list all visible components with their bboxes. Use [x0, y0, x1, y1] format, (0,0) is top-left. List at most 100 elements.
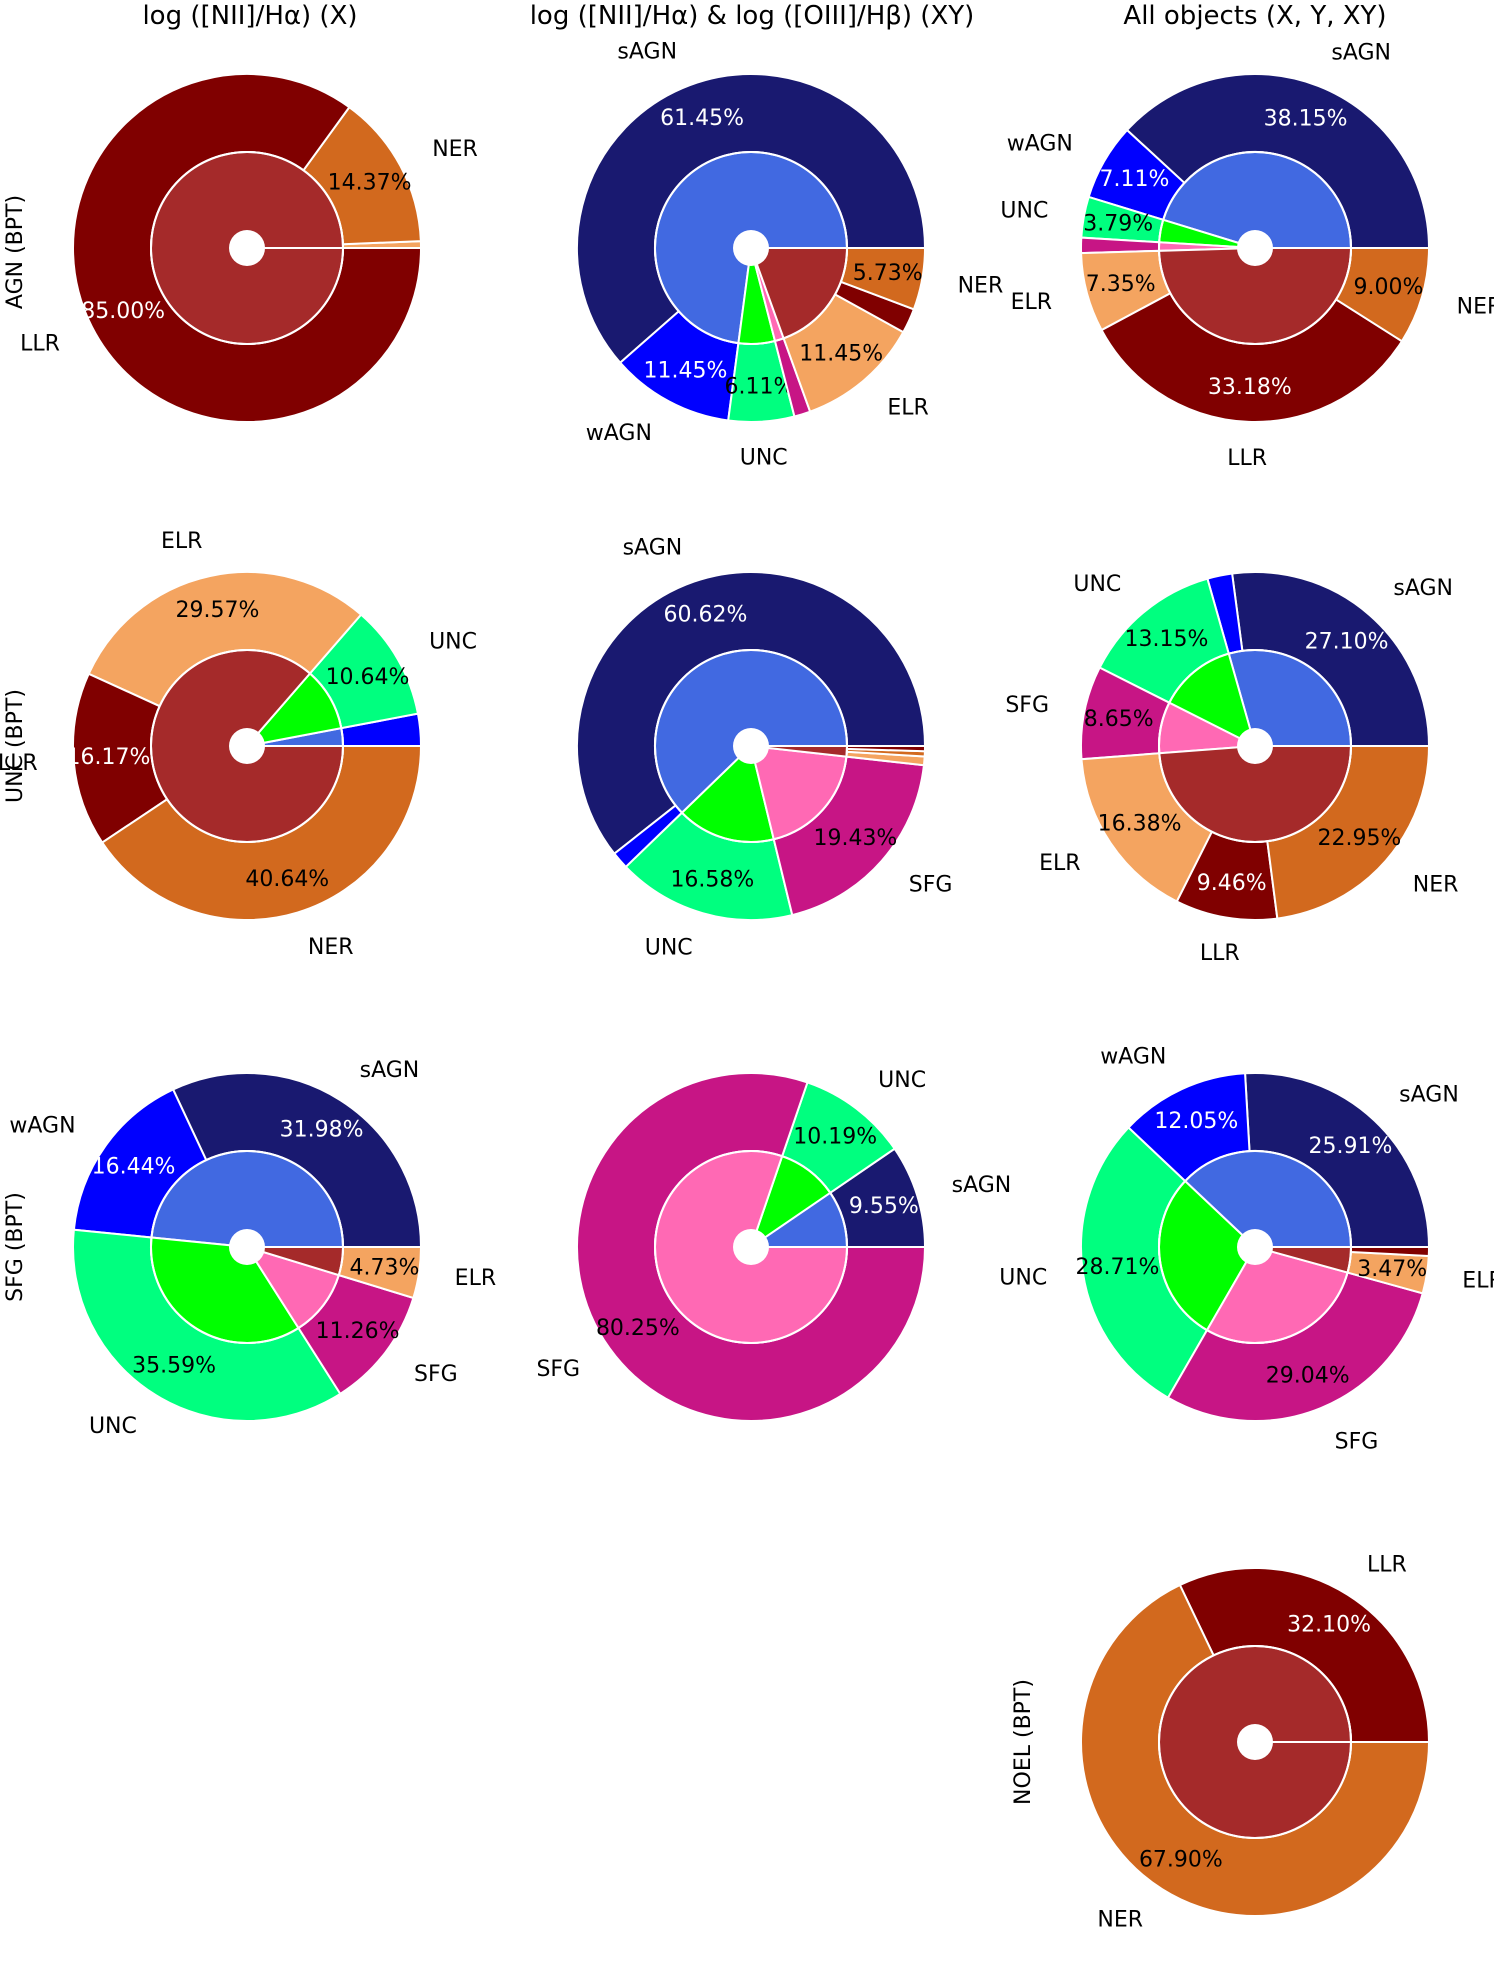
pct-label: 9.00% [1354, 275, 1424, 300]
inner-ring-outline [150, 1150, 344, 1344]
pct-label: 10.19% [793, 1124, 877, 1149]
pct-label: 27.10% [1305, 629, 1389, 654]
slice-label: NER [1457, 295, 1494, 320]
row-label-sfg: SFG (BPT) [3, 1192, 28, 1302]
slice-label: NER [1097, 1908, 1143, 1933]
center-hole [229, 230, 265, 266]
pct-label: 4.73% [350, 1256, 420, 1281]
pct-label: 9.46% [1197, 871, 1267, 896]
slice-label: UNC [999, 1265, 1047, 1290]
slice-label: NER [958, 274, 1004, 299]
center-hole [1237, 230, 1273, 266]
slice-label: LLR [1227, 446, 1267, 471]
inner-ring-outline [654, 1150, 848, 1344]
pie-agn-all: 38.15% sAGN 7.11% wAGN 3.79% UNC 7.35% ELR 33.18… [1000, 40, 1494, 470]
pct-label: 67.90% [1139, 1848, 1223, 1873]
center-hole [733, 230, 769, 266]
pct-label: 9.55% [849, 1194, 919, 1219]
pie-unc-xy: 60.62% sAGN 16.58% UNC 19.43% SFG [576, 536, 953, 961]
slice-label: NER [432, 137, 478, 162]
pct-label: 25.91% [1308, 1134, 1392, 1159]
pie-sfg-xy: 9.55% sAGN 10.19% UNC 80.25% SFG [536, 1068, 1012, 1422]
pct-label: 40.64% [245, 867, 329, 892]
slice-label: UNC [740, 446, 788, 471]
pct-label: 11.45% [643, 359, 727, 384]
pct-label: 29.57% [176, 598, 260, 623]
pct-label: 31.98% [280, 1118, 364, 1143]
slice-label: UNC [1000, 199, 1048, 224]
slice-label: sAGN [1331, 40, 1391, 65]
row-label-agn: AGN (BPT) [3, 195, 28, 309]
pct-label: 3.79% [1083, 211, 1153, 236]
slice-label: wAGN [1007, 131, 1073, 156]
slice-label: ELR [161, 529, 202, 554]
pct-label: 28.71% [1076, 1255, 1160, 1280]
pct-label: 85.00% [81, 299, 165, 324]
slice-label: ELR [455, 1266, 496, 1291]
slice-label: sAGN [952, 1173, 1012, 1198]
inner-ring-outline [1158, 1150, 1352, 1344]
inner-ring-outline [654, 151, 848, 345]
slice-label: wAGN [1100, 1045, 1166, 1070]
pct-label: 8.65% [1084, 707, 1154, 732]
slice-label: UNC [1073, 572, 1121, 597]
slice-label: sAGN [1399, 1082, 1459, 1107]
slice-label: UNC [878, 1068, 926, 1093]
pct-label: 7.11% [1100, 167, 1170, 192]
pct-label: 10.64% [326, 665, 410, 690]
inner-ring-outline [1158, 649, 1352, 843]
pct-label: 35.59% [132, 1353, 216, 1378]
pie-sfg-all: 25.91% sAGN 12.05% wAGN 28.71% UNC 29.04% SFG 3.… [999, 1045, 1494, 1455]
slice-label: SFG [1335, 1429, 1379, 1454]
pie-agn-x: 14.37% NER 85.00% LLR [20, 73, 478, 423]
pct-label: 7.35% [1086, 272, 1156, 297]
slice-label: wAGN [9, 1114, 75, 1139]
pct-label: 80.25% [596, 1316, 680, 1341]
center-hole [733, 728, 769, 764]
column-title-xy: log ([NII]/Hα) & log ([OIII]/Hβ) (XY) [530, 1, 975, 31]
pct-label: 6.11% [724, 375, 794, 400]
pie-sfg-x: 31.98% sAGN 16.44% wAGN 35.59% UNC 11.26% SFG 4.… [9, 1058, 496, 1439]
pct-label: 12.05% [1154, 1109, 1238, 1134]
pct-label: 11.26% [316, 1319, 400, 1344]
center-hole [229, 1229, 265, 1265]
slice-label: LLR [1200, 941, 1240, 966]
pct-label: 3.47% [1357, 1257, 1427, 1282]
center-hole [1237, 728, 1273, 764]
center-hole [1237, 1229, 1273, 1265]
slice-label: ELR [887, 396, 928, 421]
pct-label: 16.38% [1098, 811, 1182, 836]
pct-label: 61.45% [660, 106, 744, 131]
charts-group: 14.37% NER 85.00% LLR 61.45% sAGN 11.45% wAGN 6.… [0, 39, 1494, 1932]
pct-label: 16.17% [67, 745, 151, 770]
slice-label: SFG [414, 1362, 458, 1387]
column-title-all: All objects (X, Y, XY) [1123, 1, 1386, 31]
pie-agn-xy: 61.45% sAGN 11.45% wAGN 6.11% UNC 11.45% ELR 5.7… [576, 39, 1004, 471]
slice-label: SFG [536, 1357, 580, 1382]
pct-label: 16.44% [92, 1155, 176, 1180]
slice-label: UNC [89, 1414, 137, 1439]
slice-label: SFG [1005, 693, 1049, 718]
slice-label: NER [1413, 873, 1459, 898]
slice-label: UNC [645, 936, 693, 961]
slice-label: sAGN [623, 536, 683, 561]
row-label-noel: NOEL (BPT) [1011, 1679, 1036, 1805]
pie-unc-all: 27.10% sAGN 13.15% UNC 8.65% SFG 16.38% ELR 9.46… [1005, 571, 1459, 966]
pct-label: 19.43% [813, 826, 897, 851]
pct-label: 16.58% [670, 868, 754, 893]
center-hole [1237, 1724, 1273, 1760]
pct-label: 32.10% [1287, 1612, 1371, 1637]
center-hole [229, 728, 265, 764]
pct-label: 11.45% [799, 342, 883, 367]
slice-label: SFG [909, 873, 953, 898]
slice-label: ELR [1462, 1269, 1494, 1294]
slice-label: UNC [429, 629, 477, 654]
slice-label: NER [308, 935, 354, 960]
row-label-unc: UNC (BPT) [3, 689, 28, 803]
column-title-x: log ([NII]/Hα) (X) [142, 1, 357, 31]
slice-label: LLR [1367, 1552, 1407, 1577]
pct-label: 33.18% [1208, 375, 1292, 400]
slice-label: ELR [1039, 851, 1080, 876]
pie-unc-x: 10.64% UNC 29.57% ELR 16.17% LLR 40.64% NER [0, 529, 477, 960]
inner-ring-outline [1158, 151, 1352, 345]
